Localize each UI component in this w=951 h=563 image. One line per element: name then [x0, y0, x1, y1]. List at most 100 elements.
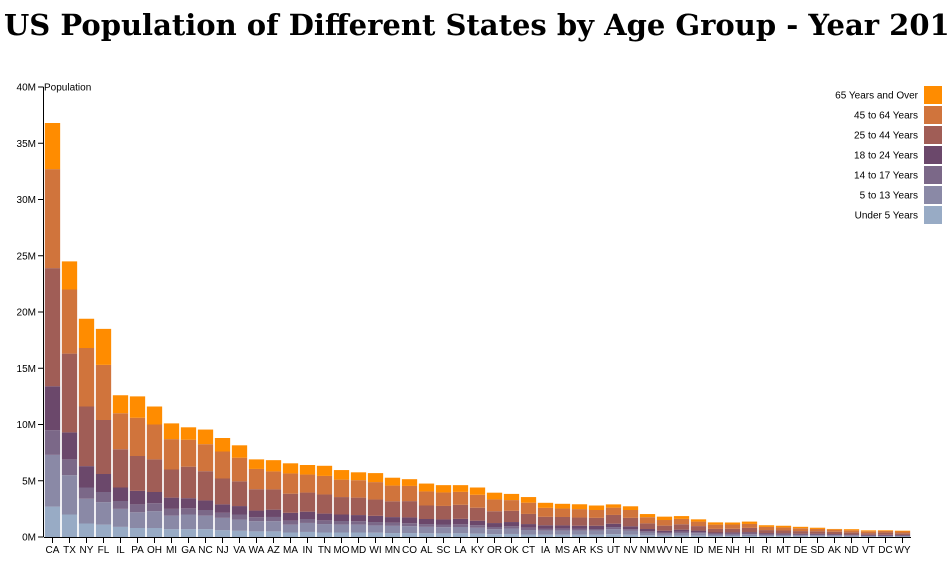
- bar-segment-nm-0: [640, 535, 655, 537]
- x-tick-label: RI: [762, 545, 772, 556]
- x-tick-label: LA: [454, 545, 467, 556]
- x-tick-label: IN: [303, 545, 313, 556]
- bar-segment-wi-0: [368, 533, 383, 537]
- x-tick-label: KY: [471, 545, 485, 556]
- bar-segment-mt-3: [776, 533, 791, 534]
- x-tick-label: NH: [725, 545, 739, 556]
- bar-segment-ak-4: [827, 532, 842, 534]
- bar-segment-ga-0: [181, 529, 196, 537]
- bar-segment-va-3: [232, 506, 247, 514]
- bar-segment-fl-0: [96, 525, 111, 537]
- bar-segment-tx-3: [62, 432, 77, 459]
- bar-segment-tn-1: [317, 524, 332, 532]
- bar-segment-ia-3: [538, 525, 553, 529]
- bar-segment-mo-3: [334, 515, 349, 522]
- bar-segment-ut-2: [606, 527, 621, 529]
- bar-segment-co-3: [402, 517, 417, 523]
- bar-segment-ms-0: [555, 535, 570, 537]
- bar-segment-md-2: [351, 521, 366, 524]
- bar-segment-ut-1: [606, 529, 621, 534]
- bar-segment-ky-1: [470, 528, 485, 534]
- bar-segment-ky-2: [470, 525, 485, 528]
- y-tick-label: 30M: [17, 195, 36, 206]
- bar-segment-ca-1: [45, 455, 60, 507]
- bar-segment-ct-5: [521, 503, 536, 514]
- bar-segment-pa-2: [130, 504, 145, 512]
- bar-segment-ma-1: [283, 525, 298, 533]
- bar-segment-mi-6: [164, 423, 179, 439]
- bar-segment-sd-2: [810, 535, 825, 536]
- bar-segment-ca-2: [45, 430, 60, 455]
- bar-segment-ia-1: [538, 531, 553, 535]
- x-tick-label: MD: [351, 545, 367, 556]
- bar-segment-or-5: [487, 499, 502, 511]
- bar-segment-ak-5: [827, 530, 842, 532]
- bar-segment-hi-4: [742, 528, 757, 532]
- bar-segment-al-4: [419, 506, 434, 520]
- bar-segment-sd-5: [810, 529, 825, 531]
- bar-segment-mn-6: [385, 478, 400, 486]
- bar-segment-ia-6: [538, 503, 553, 508]
- legend-label: Under 5 Years: [855, 211, 918, 222]
- x-tick-label: NE: [675, 545, 689, 556]
- bar-segment-or-0: [487, 534, 502, 537]
- bar-segment-al-6: [419, 484, 434, 492]
- x-tick-label: KS: [590, 545, 604, 556]
- bar-segment-nh-5: [725, 525, 740, 529]
- bar-segment-mo-1: [334, 525, 349, 533]
- bar-segment-ny-4: [79, 407, 94, 467]
- bar-segment-ma-3: [283, 513, 298, 521]
- bar-segment-ne-5: [674, 519, 689, 524]
- bar-segment-sc-6: [436, 485, 451, 492]
- x-tick-label: ND: [844, 545, 858, 556]
- bar-segment-dc-3: [878, 535, 893, 536]
- legend-label: 45 to 64 Years: [854, 111, 918, 122]
- bar-segment-me-5: [708, 525, 723, 529]
- bar-segment-ar-3: [572, 526, 587, 529]
- bar-segment-sd-6: [810, 528, 825, 529]
- bar-segment-wv-4: [657, 526, 672, 531]
- bar-segment-mo-2: [334, 521, 349, 525]
- x-tick-label: UT: [607, 545, 620, 556]
- bar-segment-wy-6: [895, 531, 910, 532]
- bar-segment-oh-1: [147, 511, 162, 528]
- bar-segment-ms-3: [555, 525, 570, 528]
- bar-segment-wi-2: [368, 522, 383, 525]
- bar-segment-hi-0: [742, 536, 757, 537]
- x-tick-label: ME: [708, 545, 723, 556]
- bar-segment-nc-5: [198, 444, 213, 471]
- bar-segment-nh-2: [725, 534, 740, 535]
- bar-segment-ga-6: [181, 427, 196, 439]
- bar-segment-ia-2: [538, 529, 553, 531]
- bar-segment-de-2: [793, 535, 808, 536]
- bar-segment-ca-3: [45, 386, 60, 430]
- bar-segment-id-6: [691, 519, 706, 521]
- legend-swatch: [924, 126, 942, 144]
- x-tick-label: TN: [318, 545, 331, 556]
- bar-segment-fl-4: [96, 420, 111, 474]
- bar-segment-ak-1: [827, 535, 842, 536]
- bar-segment-wv-1: [657, 534, 672, 536]
- x-tick-label: MO: [333, 545, 349, 556]
- bar-segment-vt-1: [861, 536, 876, 537]
- bar-segment-ne-0: [674, 536, 689, 537]
- bar-segment-hi-6: [742, 522, 757, 524]
- bar-segment-wv-5: [657, 520, 672, 526]
- bar-segment-va-1: [232, 520, 247, 531]
- bar-segment-sc-1: [436, 527, 451, 533]
- bar-segment-ri-0: [759, 536, 774, 537]
- legend-label: 18 to 24 Years: [854, 151, 918, 162]
- bar-segment-nc-6: [198, 430, 213, 445]
- bar-segment-va-0: [232, 531, 247, 537]
- bar-segment-ak-0: [827, 536, 842, 537]
- bar-segment-ia-0: [538, 535, 553, 537]
- bar-segment-me-2: [708, 534, 723, 535]
- bar-segment-nc-4: [198, 471, 213, 500]
- x-tick-label: IL: [116, 545, 125, 556]
- bar-segment-mn-2: [385, 523, 400, 526]
- bar-segment-ok-6: [504, 494, 519, 500]
- bar-segment-co-1: [402, 526, 417, 533]
- bar-segment-wy-4: [895, 533, 910, 535]
- bar-segment-mt-0: [776, 536, 791, 537]
